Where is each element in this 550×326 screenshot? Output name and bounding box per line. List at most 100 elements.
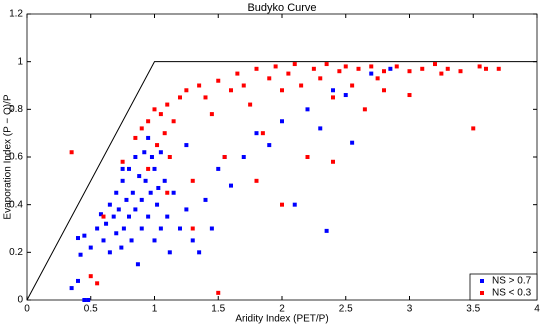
point xyxy=(162,178,167,183)
point xyxy=(235,71,240,76)
point xyxy=(155,202,160,207)
point xyxy=(241,83,246,88)
point xyxy=(158,226,163,231)
point xyxy=(350,140,355,145)
point xyxy=(116,207,121,212)
point xyxy=(155,143,160,148)
point xyxy=(197,83,202,88)
point xyxy=(139,226,144,231)
point xyxy=(69,150,74,155)
point xyxy=(146,214,151,219)
point xyxy=(439,71,444,76)
point xyxy=(98,212,103,217)
point xyxy=(184,88,189,93)
point xyxy=(121,226,126,231)
point xyxy=(267,143,272,148)
point xyxy=(254,178,259,183)
point xyxy=(305,155,310,159)
point xyxy=(171,119,176,124)
x-tick-label: 2 xyxy=(279,304,285,315)
point xyxy=(158,112,163,117)
point xyxy=(133,155,138,159)
x-tick-label: 3 xyxy=(407,304,413,315)
point xyxy=(331,95,335,100)
point xyxy=(280,88,284,93)
point xyxy=(119,245,124,250)
point xyxy=(120,166,125,171)
point xyxy=(209,226,214,231)
point xyxy=(111,214,116,219)
point xyxy=(305,107,310,112)
point xyxy=(135,262,140,267)
y-tick-label: 0.8 xyxy=(9,104,23,115)
point xyxy=(433,62,437,67)
point xyxy=(156,185,161,190)
point xyxy=(152,238,157,243)
point xyxy=(146,119,151,124)
point xyxy=(133,207,138,212)
point xyxy=(82,233,87,238)
point xyxy=(171,190,176,195)
point xyxy=(184,207,189,212)
point xyxy=(484,66,488,71)
point xyxy=(76,278,80,283)
legend-marker xyxy=(480,291,484,295)
point xyxy=(137,174,142,179)
point xyxy=(311,66,316,71)
legend-label: NS > 0.7 xyxy=(492,276,532,287)
point xyxy=(458,69,463,74)
point xyxy=(190,238,195,243)
point xyxy=(120,159,125,164)
point xyxy=(184,143,189,148)
point xyxy=(337,69,342,74)
point xyxy=(343,64,348,69)
y-tick-label: 0.2 xyxy=(9,247,23,258)
point xyxy=(324,62,329,67)
point xyxy=(162,131,167,136)
point xyxy=(139,197,144,202)
point xyxy=(382,88,386,93)
point xyxy=(127,214,131,219)
point xyxy=(190,226,195,231)
point xyxy=(362,107,367,112)
point xyxy=(114,190,119,195)
point xyxy=(382,69,386,74)
point xyxy=(130,190,135,195)
point xyxy=(149,155,154,159)
point xyxy=(477,64,482,69)
point xyxy=(216,290,221,295)
y-tick-label: 0.4 xyxy=(9,199,23,210)
point xyxy=(254,66,259,71)
x-tick-label: 1.5 xyxy=(211,304,225,315)
point xyxy=(420,66,425,71)
point xyxy=(375,76,380,81)
point xyxy=(167,155,172,159)
point xyxy=(388,66,393,71)
point xyxy=(216,78,221,83)
point xyxy=(254,131,259,136)
point xyxy=(260,131,265,136)
point xyxy=(152,107,157,112)
point xyxy=(148,190,153,195)
point xyxy=(120,178,125,183)
point xyxy=(280,119,284,124)
point xyxy=(280,202,284,207)
point xyxy=(394,64,399,69)
y-tick-label: 0.6 xyxy=(9,152,23,163)
x-tick-label: 0.5 xyxy=(84,304,98,315)
point xyxy=(203,197,208,202)
point xyxy=(167,250,172,255)
point xyxy=(178,226,182,231)
point xyxy=(445,66,450,71)
point xyxy=(76,236,80,241)
x-tick-label: 1 xyxy=(152,304,158,315)
point xyxy=(324,228,329,233)
point xyxy=(248,102,253,107)
point xyxy=(209,112,214,117)
point xyxy=(146,166,151,171)
point xyxy=(222,155,227,159)
point xyxy=(318,126,323,131)
point xyxy=(107,202,112,207)
point xyxy=(190,178,195,183)
